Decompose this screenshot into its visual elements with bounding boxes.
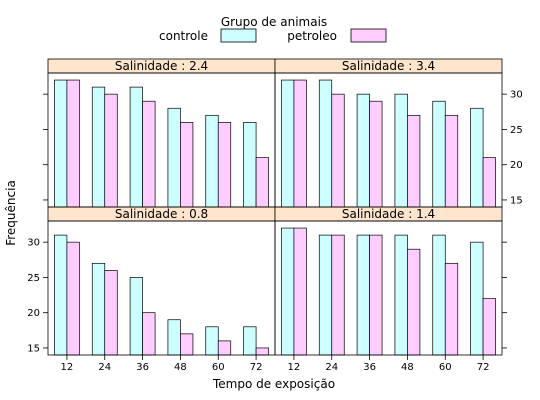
bar-controle [243,122,257,208]
x-tick-label: 60 [439,362,452,373]
bar-petroleo [66,241,80,356]
bar-controle [167,107,181,208]
x-tick-label: 12 [288,362,301,373]
bar-petroleo [331,234,345,356]
panel-strip-label: Salinidade : 1.4 [342,207,435,221]
panel-strip-label: Salinidade : 3.4 [342,59,435,73]
panel-strip-label: Salinidade : 2.4 [115,59,208,73]
bar-controle [356,234,370,356]
x-tick-label: 24 [325,362,338,373]
bar-controle [243,326,257,356]
bar-controle [318,234,333,356]
y-tick-label: 20 [510,160,523,171]
bar-controle [91,262,106,356]
bar-petroleo [142,100,156,208]
bar-petroleo [66,79,80,208]
bar-petroleo [444,262,459,356]
bar-petroleo [369,100,383,208]
legend-title: Grupo de animais [221,15,327,29]
bar-controle [432,100,446,208]
x-tick-label: 12 [61,362,74,373]
bar-petroleo [369,234,383,356]
x-tick-label: 36 [136,362,149,373]
bar-controle [54,79,68,208]
bar-controle [205,326,219,356]
panel-frame [274,72,503,208]
y-tick-label: 30 [510,90,523,101]
panel: Salinidade : 1.4 [274,206,503,356]
legend-swatch-controle [220,28,257,43]
bar-petroleo [255,157,269,208]
x-tick-label: 72 [250,362,263,373]
panel: Salinidade : 2.4 [47,58,276,208]
bar-petroleo [180,122,194,208]
bar-controle [281,79,295,208]
y-tick-label: 25 [27,273,40,284]
bar-controle [129,86,143,208]
bar-petroleo [180,333,194,356]
legend-label-controle: controle [159,29,208,43]
legend-label-petroleo: petroleo [287,29,337,43]
bar-controle [356,93,370,208]
x-axis-label: Tempo de exposição [212,377,335,391]
bar-petroleo [293,227,307,356]
x-tick-label: 72 [477,362,490,373]
bar-controle [167,319,181,356]
bar-controle [91,86,106,208]
panel-frame [47,72,276,208]
y-tick-label: 15 [27,343,40,354]
bar-petroleo [255,347,269,356]
bar-petroleo [482,157,496,208]
bar-controle [394,234,408,356]
y-tick-label: 25 [510,125,523,136]
bar-petroleo [331,93,345,208]
y-tick-label: 20 [27,308,40,319]
bar-petroleo [217,122,232,208]
bar-petroleo [217,340,232,356]
panel-frame [274,220,503,356]
panel-strip-label: Salinidade : 0.8 [115,207,208,221]
y-tick-label: 30 [27,238,40,249]
x-tick-label: 48 [401,362,414,373]
panels: Salinidade : 0.8 Salinidade : 1.4 Salinida… [47,58,503,356]
panel: Salinidade : 0.8 [47,206,276,356]
legend-swatch-petroleo [350,28,387,43]
bar-controle [281,227,295,356]
bar-controle [394,93,408,208]
bar-controle [129,277,143,356]
y-axis-label: Frequência [4,180,18,246]
bar-controle [470,107,484,208]
x-tick-label: 48 [174,362,187,373]
bar-petroleo [104,270,118,356]
bar-petroleo [444,114,459,208]
bar-controle [432,234,446,356]
panel: Salinidade : 3.4 [274,58,503,208]
x-tick-label: 24 [98,362,111,373]
bar-petroleo [293,79,307,208]
bar-petroleo [482,298,496,356]
bar-controle [470,241,484,356]
panel-frame [47,220,276,356]
y-tick-label: 15 [510,195,523,206]
x-tick-label: 60 [212,362,225,373]
axes: 15 20 25 30 12 24 36 48 60 72 12 24 36 48 60 72 15 20 25 30 [27,90,522,373]
bar-petroleo [407,248,421,356]
bar-controle [54,234,68,356]
bar-petroleo [104,93,118,208]
bar-controle [205,114,219,208]
bar-petroleo [142,312,156,356]
x-tick-label: 36 [363,362,376,373]
bar-petroleo [407,114,421,208]
bar-controle [318,79,333,208]
